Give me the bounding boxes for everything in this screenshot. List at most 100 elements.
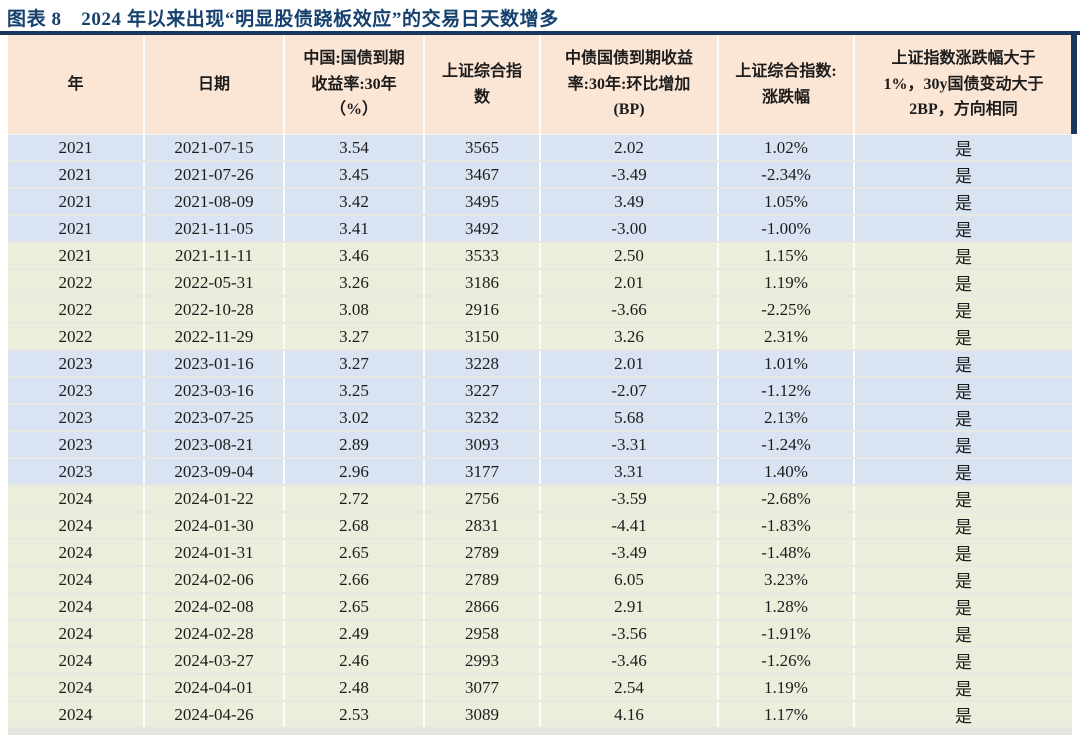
table-cell: -1.26% xyxy=(718,647,855,675)
table-cell: 2789 xyxy=(424,566,541,594)
table-cell: 2.01 xyxy=(540,269,719,297)
table-cell: 2024 xyxy=(8,485,145,513)
col-header-cgb-30y-yield: 中国:国债到期 收益率:30年 （%） xyxy=(284,35,425,135)
partial-bottom-row xyxy=(8,729,1072,735)
table-row: 2023 2023-03-16 3.25 3227 -2.07 -1.12% 是 xyxy=(8,377,1072,405)
table-cell: 是 xyxy=(854,539,1072,567)
header-row: 年 日期 中国:国债到期 收益率:30年 （%） 上证综合指 数 中债国债到期收… xyxy=(8,35,1072,135)
table-cell: -1.48% xyxy=(718,539,855,567)
table-row: 2022 2022-05-31 3.26 3186 2.01 1.19% 是 xyxy=(8,269,1072,297)
table-cell: 3.02 xyxy=(284,404,425,432)
table-cell: 是 xyxy=(854,701,1072,729)
table-cell: 2993 xyxy=(424,647,541,675)
table-cell: 2.13% xyxy=(718,404,855,432)
table-cell: -3.56 xyxy=(540,620,719,648)
table-cell: 2023 xyxy=(8,458,145,486)
table-cell: 2.02 xyxy=(540,134,719,162)
table-cell: 2023 xyxy=(8,404,145,432)
table-cell: 2756 xyxy=(424,485,541,513)
table-cell: 2024-04-01 xyxy=(144,674,285,702)
table-cell: 2024-03-27 xyxy=(144,647,285,675)
table-cell: -1.83% xyxy=(718,512,855,540)
table-cell: 2021-11-11 xyxy=(144,242,285,270)
table-cell: 是 xyxy=(854,458,1072,486)
table-cell: -2.25% xyxy=(718,296,855,324)
table-cell: 1.02% xyxy=(718,134,855,162)
table-cell: 是 xyxy=(854,188,1072,216)
table-cell: 1.40% xyxy=(718,458,855,486)
table-cell: 2021-08-09 xyxy=(144,188,285,216)
table-cell: 是 xyxy=(854,674,1072,702)
table-cell: 是 xyxy=(854,377,1072,405)
table-cell: 2.72 xyxy=(284,485,425,513)
table-cell: 2.68 xyxy=(284,512,425,540)
col-header-yield-mom-bp: 中债国债到期收益 率:30年:环比增加 (BP) xyxy=(540,35,719,135)
table-row: 2024 2024-01-31 2.65 2789 -3.49 -1.48% 是 xyxy=(8,539,1072,567)
table-cell: 2022-05-31 xyxy=(144,269,285,297)
table-cell: 3492 xyxy=(424,215,541,243)
table-row: 2021 2021-11-05 3.41 3492 -3.00 -1.00% 是 xyxy=(8,215,1072,243)
table-cell: 3.45 xyxy=(284,161,425,189)
table-cell: 2866 xyxy=(424,593,541,621)
table-cell: 3.31 xyxy=(540,458,719,486)
table-cell: 2.53 xyxy=(284,701,425,729)
table-cell: 是 xyxy=(854,350,1072,378)
table-cell: 1.17% xyxy=(718,701,855,729)
table-cell: 3.08 xyxy=(284,296,425,324)
table-body: 2021 2021-07-15 3.54 3565 2.02 1.02% 是 2021 2021… xyxy=(8,134,1072,729)
table-cell: -3.31 xyxy=(540,431,719,459)
table-cell: 2021 xyxy=(8,134,145,162)
table-row: 2024 2024-02-06 2.66 2789 6.05 3.23% 是 xyxy=(8,566,1072,594)
table-cell: 2023-01-16 xyxy=(144,350,285,378)
table-cell: 2024-01-22 xyxy=(144,485,285,513)
table-cell: -3.59 xyxy=(540,485,719,513)
table-cell: -1.00% xyxy=(718,215,855,243)
header-right-accent-border xyxy=(1071,35,1077,134)
table-cell: 是 xyxy=(854,431,1072,459)
table-cell: -1.91% xyxy=(718,620,855,648)
table-cell: 1.05% xyxy=(718,188,855,216)
table-cell: 3.23% xyxy=(718,566,855,594)
table-cell: 2.01 xyxy=(540,350,719,378)
table-row: 2021 2021-11-11 3.46 3533 2.50 1.15% 是 xyxy=(8,242,1072,270)
table-cell: 3228 xyxy=(424,350,541,378)
table-cell: 2023-07-25 xyxy=(144,404,285,432)
table-cell: 是 xyxy=(854,485,1072,513)
table-cell: 1.19% xyxy=(718,674,855,702)
table-row: 2024 2024-02-08 2.65 2866 2.91 1.28% 是 xyxy=(8,593,1072,621)
table-cell: 2.66 xyxy=(284,566,425,594)
table-row: 2024 2024-01-22 2.72 2756 -3.59 -2.68% 是 xyxy=(8,485,1072,513)
table-cell: 2024 xyxy=(8,674,145,702)
table-cell: 2022 xyxy=(8,323,145,351)
table-cell: 是 xyxy=(854,620,1072,648)
table-cell: 2024-02-28 xyxy=(144,620,285,648)
table-cell: 2.65 xyxy=(284,539,425,567)
table-cell: 2023 xyxy=(8,377,145,405)
table-cell: 2024 xyxy=(8,620,145,648)
table-cell: 2022-10-28 xyxy=(144,296,285,324)
table-cell: 2024-01-31 xyxy=(144,539,285,567)
table-cell: 1.19% xyxy=(718,269,855,297)
table-cell: 2023 xyxy=(8,350,145,378)
table-row: 2024 2024-02-28 2.49 2958 -3.56 -1.91% 是 xyxy=(8,620,1072,648)
table-cell: 是 xyxy=(854,323,1072,351)
table-cell: 2024 xyxy=(8,701,145,729)
col-header-sse-index: 上证综合指 数 xyxy=(424,35,541,135)
table-cell: 2916 xyxy=(424,296,541,324)
table-cell: 是 xyxy=(854,161,1072,189)
table-cell: 3.46 xyxy=(284,242,425,270)
table-cell: 6.05 xyxy=(540,566,719,594)
table-cell: 是 xyxy=(854,215,1072,243)
figure-title: 图表 8 2024 年以来出现“明显股债跷板效应”的交易日天数增多 xyxy=(7,9,559,30)
table-cell: 4.16 xyxy=(540,701,719,729)
table-cell: 3232 xyxy=(424,404,541,432)
table-cell: 1.15% xyxy=(718,242,855,270)
table-cell: 2024 xyxy=(8,566,145,594)
table-cell: 3.27 xyxy=(284,350,425,378)
table-cell: 2022-11-29 xyxy=(144,323,285,351)
table-cell: 2023-03-16 xyxy=(144,377,285,405)
col-header-seesaw-condition: 上证指数涨跌幅大于 1%，30y国债变动大于 2BP，方向相同 xyxy=(854,35,1072,135)
col-header-sse-change-pct: 上证综合指数: 涨跌幅 xyxy=(718,35,855,135)
table-row: 2022 2022-10-28 3.08 2916 -3.66 -2.25% 是 xyxy=(8,296,1072,324)
table-cell: -1.24% xyxy=(718,431,855,459)
